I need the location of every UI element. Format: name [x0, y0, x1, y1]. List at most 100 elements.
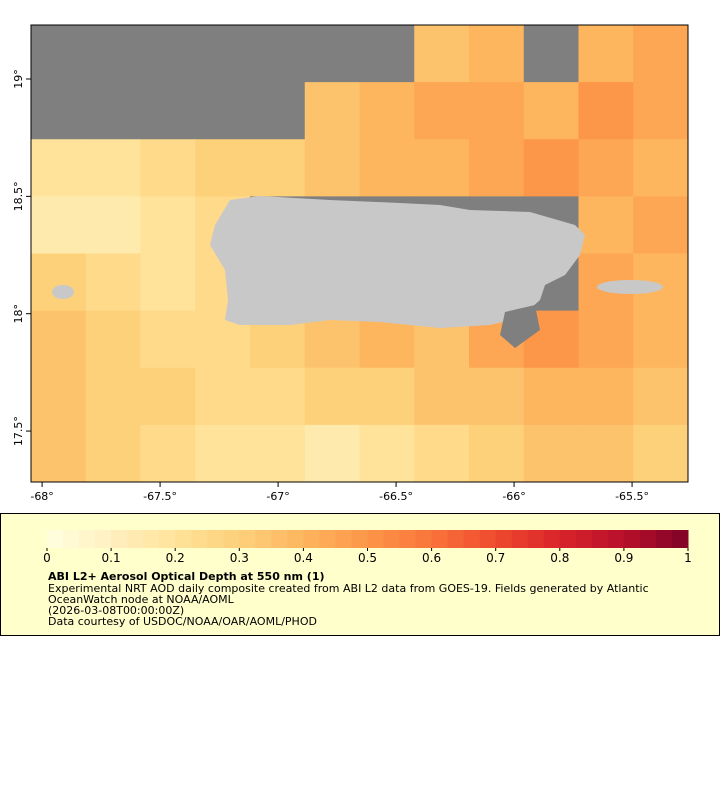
aod-cell: [469, 424, 525, 483]
colorbar-swatch: [255, 530, 272, 548]
aod-cell: [140, 424, 196, 483]
colorbar-swatch: [367, 530, 385, 548]
aod-cell: [85, 139, 141, 197]
aod-cell: [85, 82, 141, 140]
colorbar-tick-label: 0.7: [486, 551, 505, 565]
colorbar-swatch: [287, 530, 304, 548]
colorbar-tick-label: 0.2: [166, 551, 185, 565]
y-tick-label: 18.5°: [12, 181, 25, 211]
colorbar-tick-label: 0.4: [294, 551, 313, 565]
aod-cell: [578, 82, 634, 140]
aod-cell: [140, 196, 196, 254]
aod-cell: [31, 253, 87, 312]
colorbar-swatch: [239, 530, 256, 548]
map-frame: [30, 24, 689, 483]
aod-cell: [85, 253, 141, 312]
aod-cell: [633, 310, 689, 369]
aod-cell: [523, 367, 579, 426]
aod-cell: [31, 424, 87, 483]
colorbar-swatch: [111, 530, 128, 548]
aod-cell: [469, 367, 525, 426]
colorbar-tick-label: 1: [684, 551, 692, 565]
aod-cell: [195, 367, 251, 426]
aod-cell: [31, 196, 87, 254]
aod-cell: [359, 139, 415, 197]
aod-cell: [578, 196, 634, 254]
legend-title: ABI L2+ Aerosol Optical Depth at 550 nm …: [48, 570, 325, 583]
aod-cell: [469, 25, 525, 83]
colorbar-swatch: [303, 530, 320, 548]
aod-cell: [250, 367, 306, 426]
aod-cell: [578, 424, 634, 483]
aod-cell: [359, 424, 415, 483]
colorbar-tick-label: 0.8: [550, 551, 569, 565]
aod-cell: [359, 82, 415, 140]
aod-cell: [85, 424, 141, 483]
aod-cell: [523, 25, 579, 83]
colorbar-swatch: [351, 530, 368, 548]
aod-cell: [85, 25, 141, 83]
vieques-land: [597, 280, 663, 294]
legend-line: OceanWatch node at NOAA/AOML: [48, 593, 235, 606]
aod-cell: [414, 25, 470, 83]
colorbar-swatch: [127, 530, 144, 548]
puerto-rico-land: [210, 196, 585, 328]
colorbar-swatch: [207, 530, 224, 548]
colorbar-swatch: [495, 530, 513, 548]
aod-cell: [469, 82, 525, 140]
colorbar-tick-label: 0.5: [358, 551, 377, 565]
aod-cell: [469, 139, 525, 197]
aod-cell: [304, 82, 360, 140]
aod-cell: [140, 310, 196, 369]
aod-cell: [523, 424, 579, 483]
aod-cell: [140, 139, 196, 197]
aod-cell: [633, 367, 689, 426]
colorbar-swatch: [223, 530, 240, 548]
colorbar-swatch: [175, 530, 192, 548]
colorbar-swatch: [335, 530, 352, 548]
colorbar-swatch: [319, 530, 336, 548]
colorbar-swatch: [543, 530, 561, 548]
colorbar-swatch: [511, 530, 529, 548]
colorbar-swatch: [47, 530, 64, 548]
aod-cell: [85, 310, 141, 369]
x-tick-label: -66.5°: [379, 490, 413, 503]
colorbar-swatch: [655, 530, 673, 548]
aod-cell: [304, 139, 360, 197]
colorbar-tick-label: 0.1: [102, 551, 121, 565]
colorbar-swatch: [671, 530, 689, 548]
x-tick-label: -65.5°: [615, 490, 649, 503]
colorbar-swatch: [143, 530, 160, 548]
colorbar-tick-label: 0.6: [422, 551, 441, 565]
colorbar-swatch: [527, 530, 545, 548]
colorbar-swatch: [95, 530, 112, 548]
mona-land: [52, 285, 74, 299]
aod-cell: [140, 367, 196, 426]
colorbar-swatch: [63, 530, 80, 548]
colorbar-tick-label: 0.9: [614, 551, 633, 565]
legend-line: Experimental NRT AOD daily composite cre…: [48, 582, 649, 595]
x-tick-label: -68°: [30, 490, 53, 503]
aod-cell: [140, 253, 196, 312]
aod-cell: [633, 82, 689, 140]
colorbar-swatch: [479, 530, 497, 548]
colorbar-swatch: [79, 530, 96, 548]
aod-cell: [31, 367, 87, 426]
colorbar-swatch: [463, 530, 481, 548]
aod-cell: [414, 424, 470, 483]
colorbar-swatch: [415, 530, 433, 548]
aod-cell: [31, 310, 87, 369]
colorbar-swatch: [399, 530, 417, 548]
aod-cell: [195, 139, 251, 197]
colorbar-swatch: [623, 530, 641, 548]
aod-cell: [633, 424, 689, 483]
aod-cell: [304, 367, 360, 426]
colorbar-swatch: [591, 530, 609, 548]
aod-cell: [31, 25, 87, 83]
colorbar-swatch: [159, 530, 176, 548]
colorbar: 0 0.1 0.2 0.3 0.4 0.5 0.6 0.7 0.8 0.9 1: [43, 530, 692, 565]
aod-cell: [633, 25, 689, 83]
aod-cell: [633, 139, 689, 197]
colorbar-swatch: [447, 530, 465, 548]
